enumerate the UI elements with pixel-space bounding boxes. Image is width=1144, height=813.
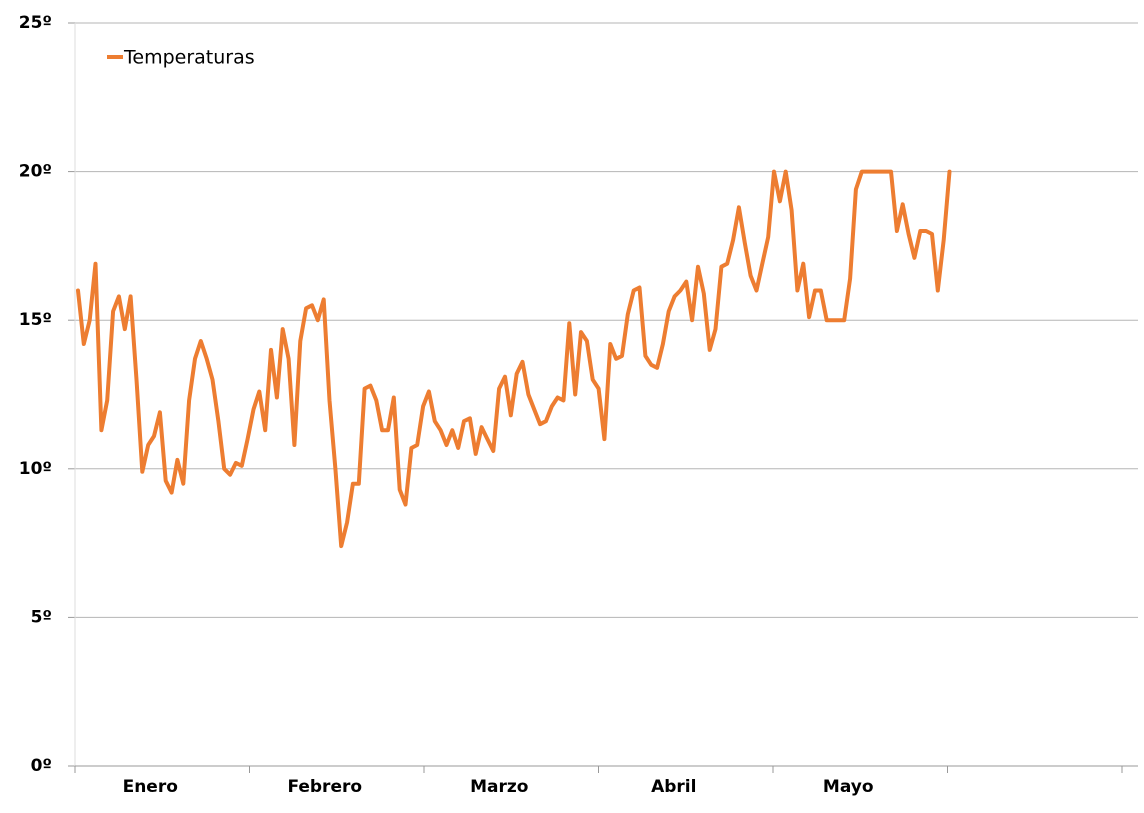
x-tick-label: Febrero bbox=[287, 777, 362, 797]
y-tick-label: 15º bbox=[19, 310, 52, 330]
y-tick-label: 0º bbox=[31, 756, 52, 776]
x-tick-label: Mayo bbox=[823, 777, 874, 797]
line bbox=[76, 169, 952, 549]
y-tick-label: 5º bbox=[31, 607, 52, 627]
x-tick-label: Marzo bbox=[470, 777, 528, 797]
y-tick-label: 25º bbox=[19, 13, 52, 33]
y-tick-label: 10º bbox=[19, 459, 52, 479]
x-tick-label: Abril bbox=[651, 777, 696, 797]
x-tick-label: Enero bbox=[123, 777, 178, 797]
y-tick-label: 20º bbox=[19, 162, 52, 182]
legend-label: Temperaturas bbox=[123, 47, 255, 69]
